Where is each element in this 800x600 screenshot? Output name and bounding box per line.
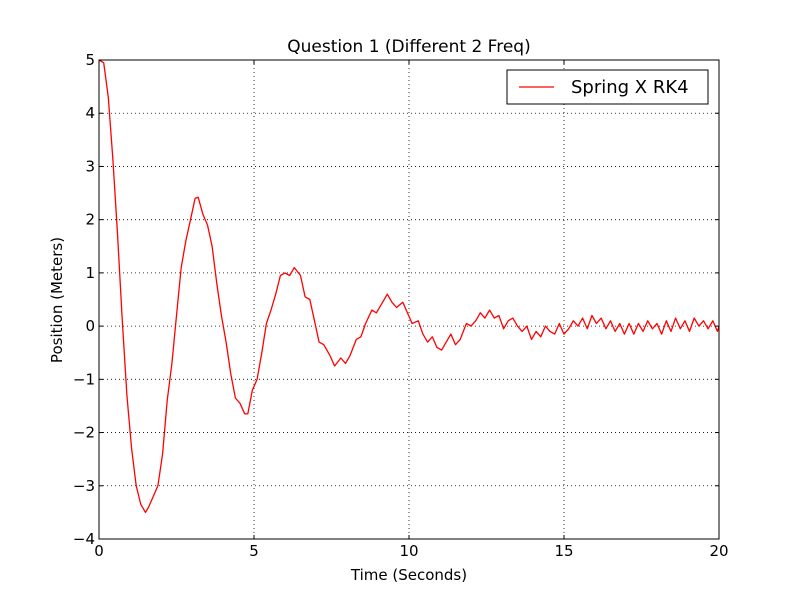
y-tick-label: 4 [85, 104, 95, 122]
y-tick-label: 5 [85, 51, 95, 69]
chart-title: Question 1 (Different 2 Freq) [287, 37, 530, 57]
y-tick-label: −3 [73, 477, 95, 495]
plot-area [98, 59, 720, 514]
y-tick-label: 3 [85, 157, 95, 175]
y-tick-label: 2 [85, 211, 95, 229]
x-tick-label: 15 [554, 542, 573, 560]
y-tick-label: −1 [73, 370, 95, 388]
x-tick-label: 20 [709, 542, 728, 560]
legend-label: Spring X RK4 [571, 77, 689, 98]
grid-lines [99, 60, 719, 539]
series-line-spring-x-rk4 [98, 59, 720, 514]
legend: Spring X RK4 [506, 69, 709, 105]
x-tick-label: 5 [249, 542, 259, 560]
y-tick-label: −4 [73, 530, 95, 548]
x-tick-label: 0 [94, 542, 104, 560]
x-axis-label: Time (Seconds) [350, 566, 467, 584]
x-tick-label: 10 [399, 542, 418, 560]
y-tick-label: −2 [73, 424, 95, 442]
y-tick-label: 0 [85, 317, 95, 335]
y-axis-label: Position (Meters) [48, 237, 66, 363]
y-tick-label: 1 [85, 264, 95, 282]
